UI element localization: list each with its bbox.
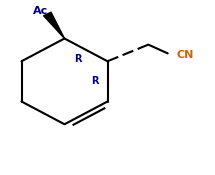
Text: R: R: [74, 54, 81, 65]
Text: R: R: [91, 76, 98, 86]
Polygon shape: [44, 12, 64, 38]
Text: CN: CN: [176, 50, 194, 60]
Text: Ac: Ac: [33, 6, 48, 16]
